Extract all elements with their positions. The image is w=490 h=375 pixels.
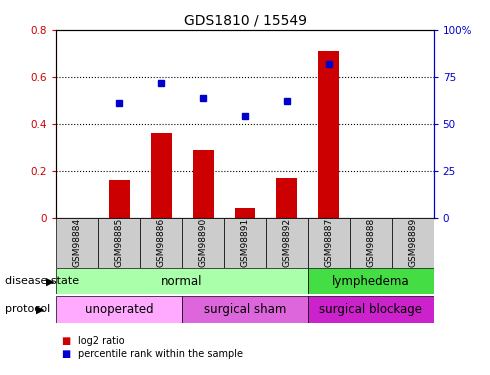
FancyBboxPatch shape [308, 296, 434, 322]
Bar [193, 150, 214, 217]
Text: surgical sham: surgical sham [204, 303, 286, 316]
FancyBboxPatch shape [224, 217, 266, 268]
FancyBboxPatch shape [56, 268, 308, 294]
FancyBboxPatch shape [56, 217, 98, 268]
Text: log2 ratio: log2 ratio [78, 336, 125, 346]
Bar [318, 51, 339, 217]
FancyBboxPatch shape [308, 217, 350, 268]
FancyBboxPatch shape [182, 296, 308, 322]
Text: percentile rank within the sample: percentile rank within the sample [78, 350, 244, 359]
FancyBboxPatch shape [140, 217, 182, 268]
Text: GSM98888: GSM98888 [366, 218, 375, 267]
Text: GSM98889: GSM98889 [408, 218, 417, 267]
Text: GSM98884: GSM98884 [73, 218, 82, 267]
Text: ▶: ▶ [46, 276, 54, 286]
Bar [151, 133, 171, 218]
Text: GSM98886: GSM98886 [157, 218, 166, 267]
Text: ■: ■ [61, 336, 71, 346]
Bar [235, 208, 255, 218]
Text: GSM98891: GSM98891 [241, 218, 249, 267]
Text: unoperated: unoperated [85, 303, 153, 316]
Text: normal: normal [161, 275, 203, 288]
Text: lymphedema: lymphedema [332, 275, 410, 288]
Text: ▶: ▶ [36, 304, 44, 314]
Text: GDS1810 / 15549: GDS1810 / 15549 [183, 13, 307, 27]
FancyBboxPatch shape [308, 268, 434, 294]
FancyBboxPatch shape [98, 217, 140, 268]
Text: GSM98892: GSM98892 [282, 218, 292, 267]
Text: ■: ■ [61, 350, 71, 359]
FancyBboxPatch shape [182, 217, 224, 268]
Text: protocol: protocol [5, 304, 50, 314]
FancyBboxPatch shape [266, 217, 308, 268]
FancyBboxPatch shape [392, 217, 434, 268]
FancyBboxPatch shape [56, 296, 182, 322]
Bar [109, 180, 130, 218]
Text: surgical blockage: surgical blockage [319, 303, 422, 316]
FancyBboxPatch shape [350, 217, 392, 268]
Bar [276, 178, 297, 218]
Text: GSM98887: GSM98887 [324, 218, 333, 267]
Text: GSM98885: GSM98885 [115, 218, 124, 267]
Text: GSM98890: GSM98890 [198, 218, 208, 267]
Text: disease state: disease state [5, 276, 79, 286]
